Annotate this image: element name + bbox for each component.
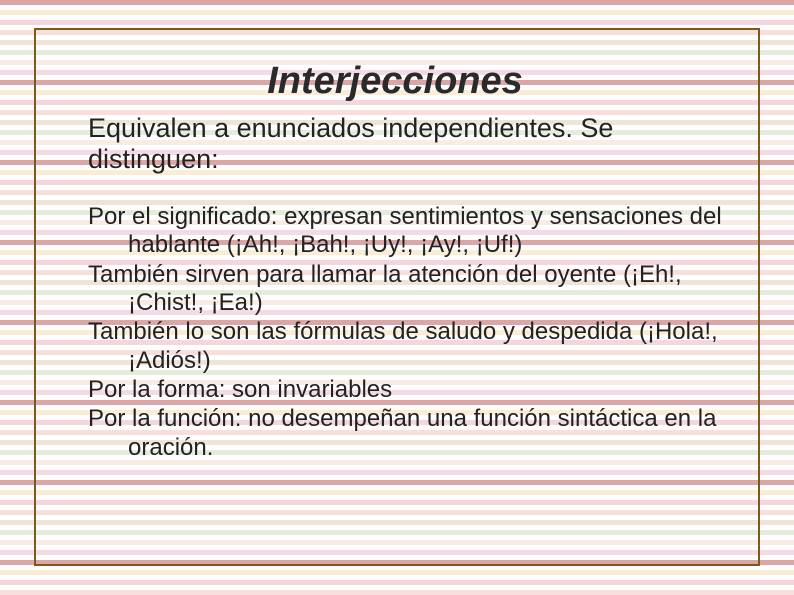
slide-body: Por el significado: expresan sentimiento… (60, 203, 730, 462)
slide-intro: Equivalen a enunciados independientes. S… (88, 113, 730, 175)
slide-title: Interjecciones (60, 60, 730, 103)
body-paragraph: También lo son las fórmulas de saludo y … (88, 318, 730, 375)
body-paragraph: Por el significado: expresan sentimiento… (88, 203, 730, 260)
slide-content: Interjecciones Equivalen a enunciados in… (60, 60, 730, 463)
body-paragraph: Por la función: no desempeñan una funció… (88, 405, 730, 462)
body-paragraph: También sirven para llamar la atención d… (88, 261, 730, 318)
body-paragraph: Por la forma: son invariables (88, 376, 730, 404)
